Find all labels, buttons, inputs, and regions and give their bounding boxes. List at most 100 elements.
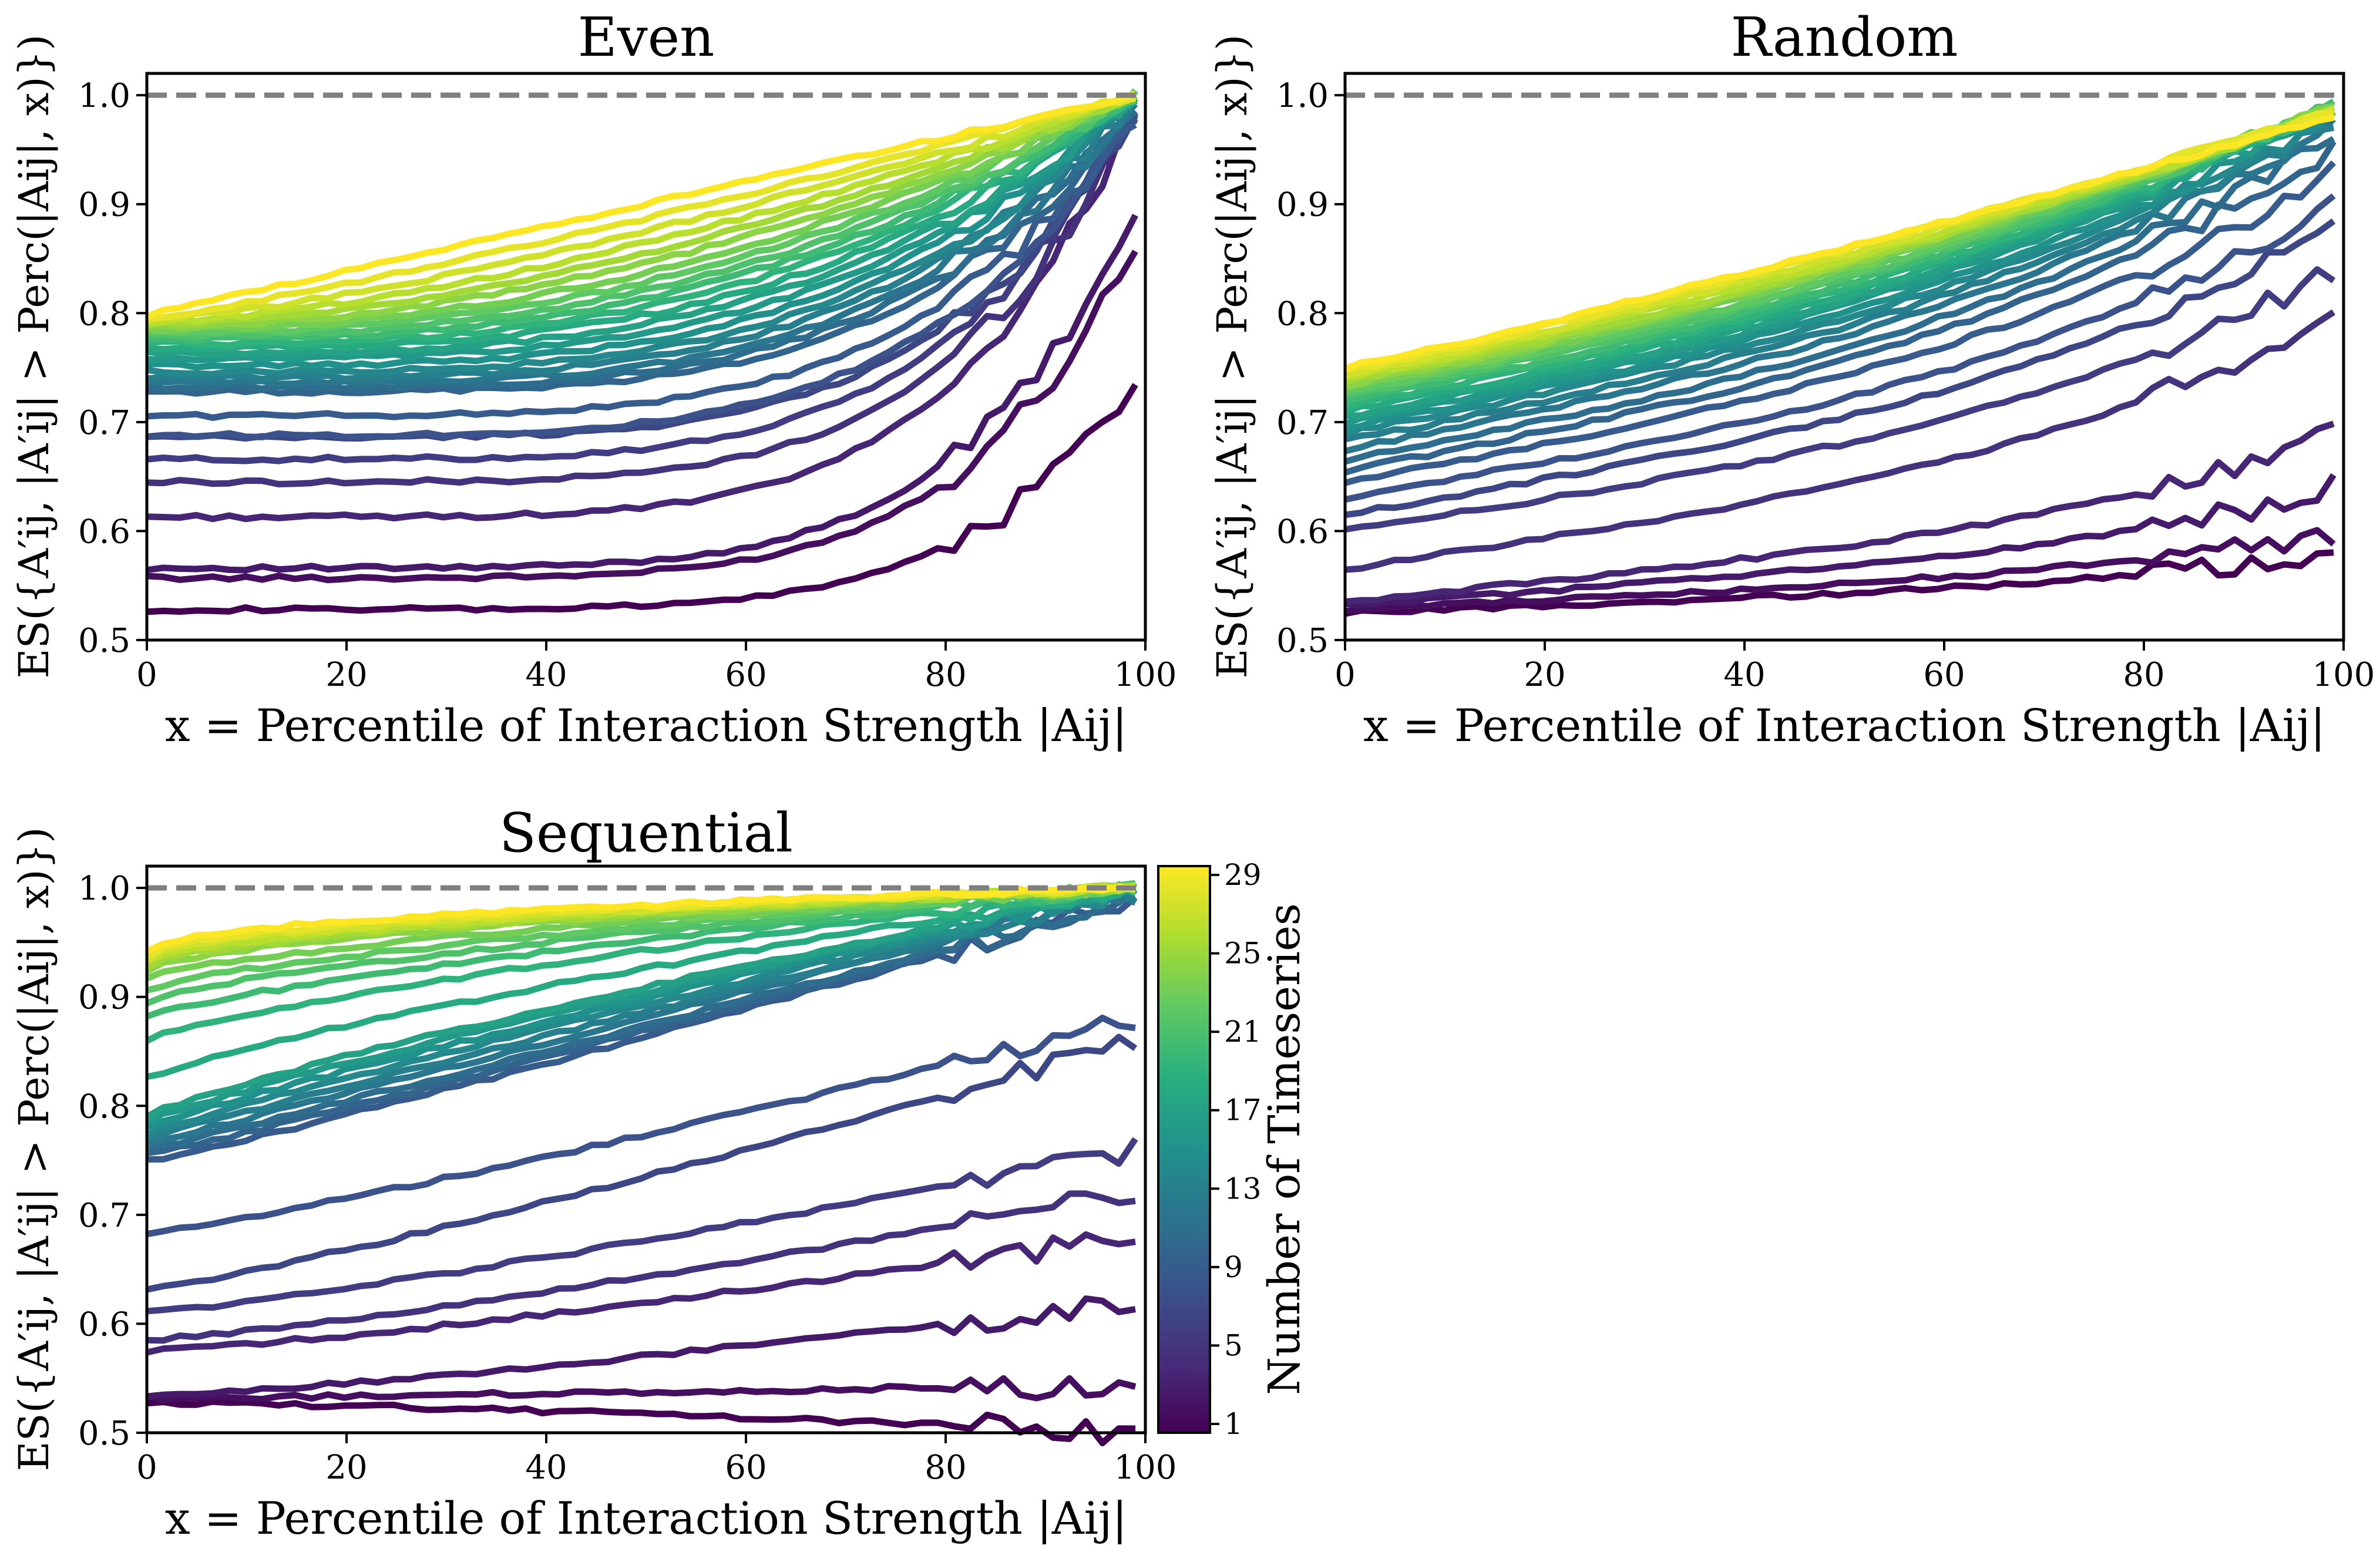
y-tick-label: 0.7 — [78, 1197, 130, 1235]
series-line — [145, 886, 1136, 1126]
x-tick-label: 80 — [2123, 656, 2164, 694]
y-tick-label: 0.8 — [78, 295, 130, 333]
series-group — [144, 880, 1138, 1446]
series-line — [146, 117, 1138, 487]
x-tick-label: 60 — [1923, 656, 1965, 694]
series-line — [1344, 420, 2335, 605]
series-line — [145, 90, 1137, 320]
panel-title: Random — [1730, 6, 1958, 69]
colorbar-tick-label: 21 — [1224, 1015, 1262, 1049]
series-line — [146, 94, 1138, 371]
series-line — [146, 383, 1138, 615]
series-line — [1344, 266, 2336, 533]
y-tick-label: 1.0 — [1276, 77, 1329, 115]
x-tick-label: 60 — [725, 1449, 767, 1487]
series-line — [146, 250, 1138, 584]
series-line — [145, 880, 1137, 1139]
series-line — [146, 102, 1138, 388]
y-tick-label: 0.8 — [78, 1087, 130, 1126]
colorbar-tick-label: 25 — [1224, 937, 1262, 971]
series-line — [146, 88, 1138, 345]
x-tick-label: 0 — [1334, 656, 1356, 694]
series-line — [1344, 218, 2336, 518]
series-line — [1343, 109, 2336, 439]
x-axis-title: x = Percentile of Interaction Strength |… — [1363, 699, 2325, 752]
colorbar-tick-label: 9 — [1224, 1250, 1243, 1284]
series-line — [1344, 473, 2337, 608]
series-line — [146, 1398, 1136, 1446]
x-tick-label: 0 — [136, 1449, 157, 1487]
x-tick-label: 40 — [1723, 656, 1765, 694]
series-line — [1344, 193, 2336, 503]
colorbar-ticks: 1 5 9 13 17 21 25 29 — [1210, 858, 1262, 1441]
series-line — [146, 881, 1137, 1020]
y-tick-label: 0.9 — [1276, 186, 1329, 224]
series-line — [146, 213, 1138, 574]
panel-title: Sequential — [499, 802, 793, 864]
series-line — [146, 1190, 1136, 1344]
x-axis-title: x = Percentile of Interaction Strength |… — [165, 699, 1127, 752]
series-line — [146, 116, 1138, 440]
x-ticks: 0 20 40 60 80 100 — [136, 1433, 1176, 1487]
panel-random: Random 0 20 40 60 80 100 0.5 0.6 0.7 0.8 0.9 1.0 x… — [1208, 6, 2375, 752]
series-line — [146, 1014, 1136, 1238]
x-tick-label: 80 — [925, 1449, 966, 1487]
y-tick-label: 0.9 — [78, 186, 130, 224]
series-line — [146, 89, 1138, 358]
colorbar: 1 5 9 13 17 21 25 29 Number of Timeseries — [1157, 858, 1310, 1441]
x-tick-label: 20 — [325, 656, 367, 694]
y-tick-label: 0.5 — [78, 1415, 130, 1453]
series-line — [1344, 112, 2334, 381]
y-tick-label: 0.9 — [78, 979, 130, 1017]
y-tick-label: 1.0 — [78, 77, 130, 115]
colorbar-tick-label: 29 — [1224, 858, 1262, 892]
series-line — [146, 1375, 1137, 1403]
series-line — [146, 122, 1137, 421]
series-line — [146, 108, 1138, 393]
x-tick-label: 100 — [2312, 656, 2375, 694]
x-tick-label: 40 — [525, 1449, 567, 1487]
series-line — [1344, 105, 2334, 399]
colorbar-title: Number of Timeseries — [1259, 903, 1310, 1395]
y-tick-label: 0.7 — [78, 404, 130, 442]
series-line — [146, 880, 1138, 1080]
series-line — [1344, 549, 2334, 617]
series-line — [146, 96, 1138, 383]
plot-frame — [145, 72, 1147, 642]
x-ticks: 0 20 40 60 80 100 — [136, 640, 1176, 694]
x-tick-label: 0 — [136, 656, 157, 694]
y-tick-label: 1.0 — [78, 870, 130, 908]
panel-sequential: Sequential 0 20 40 60 80 100 0.5 0.6 0.7 0.8 0.9 1… — [10, 802, 1176, 1544]
series-line — [146, 95, 1136, 331]
plot-frame — [145, 864, 1147, 1435]
series-line — [146, 93, 1137, 323]
y-tick-label: 0.6 — [78, 1305, 130, 1343]
colorbar-gradient — [1157, 865, 1211, 1434]
series-line — [146, 1137, 1138, 1315]
panel-title: Even — [578, 6, 715, 69]
x-tick-label: 100 — [1114, 656, 1177, 694]
series-line — [146, 111, 1138, 464]
series-line — [146, 1295, 1136, 1400]
series-line — [146, 94, 1137, 323]
x-tick-label: 20 — [1524, 656, 1565, 694]
series-line — [146, 94, 1137, 329]
x-tick-label: 100 — [1114, 1449, 1177, 1487]
series-line — [145, 882, 1137, 1131]
series-line — [1344, 140, 2337, 476]
series-line — [1344, 136, 2335, 465]
series-line — [146, 1033, 1138, 1293]
y-axis-title: ES({A′ij, |A′ij| > Perc(|Aij|, x)}) — [10, 827, 58, 1471]
y-tick-label: 0.8 — [1276, 295, 1329, 333]
series-line — [145, 883, 1136, 955]
y-axis-title: ES({A′ij, |A′ij| > Perc(|Aij|, x)}) — [1208, 34, 1256, 678]
series-line — [1343, 114, 2335, 372]
y-ticks: 0.5 0.6 0.7 0.8 0.9 1.0 — [1276, 77, 1345, 660]
series-line — [146, 89, 1138, 335]
series-line — [146, 116, 1138, 523]
colorbar-tick-label: 17 — [1224, 1093, 1262, 1127]
x-tick-label: 60 — [725, 656, 767, 694]
x-axis-title: x = Percentile of Interaction Strength |… — [165, 1492, 1127, 1544]
colorbar-tick-label: 13 — [1224, 1171, 1262, 1206]
